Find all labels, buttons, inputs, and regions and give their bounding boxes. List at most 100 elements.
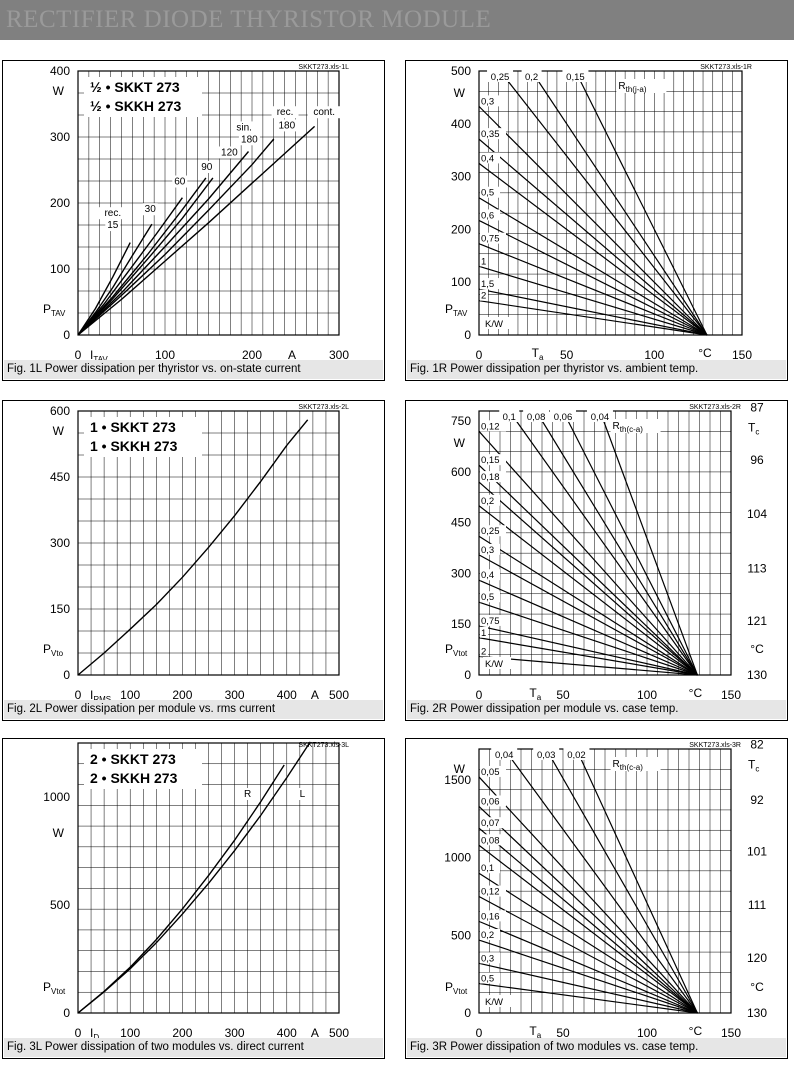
y-symbol-bg xyxy=(42,979,76,997)
series-line xyxy=(77,177,207,336)
legend-entry: ½ • SKKH 273 xyxy=(90,98,181,114)
rth-label: 0,06 xyxy=(554,412,573,423)
series-line xyxy=(77,223,153,336)
rth-label-bg xyxy=(480,543,500,555)
rth-symbol: Rth(c-a) xyxy=(613,421,644,434)
y-tick-label: 100 xyxy=(50,262,70,276)
rth-line xyxy=(478,920,698,1014)
x-tick-label: 200 xyxy=(172,688,192,701)
tc-axis-symbol: Tc xyxy=(748,757,759,773)
rth-label-bg xyxy=(480,910,506,922)
rth-label-bg xyxy=(480,95,500,107)
rth-line xyxy=(478,464,698,676)
y-unit-label: W xyxy=(53,424,65,438)
rth-line xyxy=(478,939,698,1014)
rth-line xyxy=(478,505,698,676)
curve-label: 15 xyxy=(107,220,119,231)
caption-fig1r: Fig. 1R Power dissipation per thyristor … xyxy=(407,360,786,379)
y-tick-label: 0 xyxy=(63,668,70,682)
legend-entry: 1 • SKKT 273 xyxy=(90,419,176,435)
y-symbol-bg xyxy=(42,641,76,659)
rth-symbol-bg xyxy=(616,79,667,93)
curve-label: 180 xyxy=(278,120,295,131)
rth-line xyxy=(478,535,698,676)
plot-frame xyxy=(478,70,743,336)
x-tick-label: 400 xyxy=(277,688,297,701)
file-tag: SKKT273.xls-1R xyxy=(700,64,752,71)
curve-label-bg xyxy=(172,175,188,188)
x-tick-label: 150 xyxy=(732,348,752,361)
y-symbol-bg xyxy=(42,301,76,319)
tc-tick-label: 111 xyxy=(748,898,767,912)
x-axis-symbol: ITAV xyxy=(90,348,108,361)
rth-label-bg xyxy=(480,494,500,506)
x-axis-symbol: Ta xyxy=(532,346,544,361)
chart-panel-fig3r: SKKT273.xls-3R 0,02 0,03 0,04 0,05 0,06 0,07 0,… xyxy=(405,738,788,1059)
series-line xyxy=(77,242,131,336)
rth-line xyxy=(535,410,698,676)
tc-tick-label: 101 xyxy=(747,844,767,858)
rth-label: 2 xyxy=(481,291,486,302)
curve-label: rec. xyxy=(104,208,121,219)
series-line xyxy=(77,764,285,1014)
tc-tick-label: 130 xyxy=(747,1006,767,1020)
rth-label-bg xyxy=(480,454,506,466)
rth-label: 0,02 xyxy=(567,750,586,761)
rth-label-bg xyxy=(480,645,488,657)
curve-label: 30 xyxy=(145,204,157,215)
y-unit-label: W xyxy=(53,826,65,840)
rth-label: 0,2 xyxy=(481,930,494,941)
y-tick-label: 400 xyxy=(451,117,471,131)
caption-fig2r: Fig. 2R Power dissipation per module vs.… xyxy=(407,700,786,719)
rth-label: 0,15 xyxy=(566,72,585,83)
curve-label: 90 xyxy=(201,162,213,173)
y-tick-label: 0 xyxy=(63,1006,70,1020)
rth-label: 0,18 xyxy=(481,472,500,483)
rth-label: 0,1 xyxy=(503,412,516,423)
x-tick-label: 300 xyxy=(225,688,245,701)
rth-label-bg xyxy=(480,614,506,626)
x-tick-label: 150 xyxy=(721,1026,741,1039)
curve-label-bg xyxy=(105,219,121,232)
rth-label: 0,06 xyxy=(481,796,500,807)
curve-label: 60 xyxy=(174,177,186,188)
y-axis-symbol: PTAV xyxy=(445,302,468,318)
rth-label: 0,4 xyxy=(481,153,494,164)
rth-label-bg xyxy=(480,525,506,537)
rth-line xyxy=(545,748,698,1014)
chart-fig2l: SKKT273.xls-2L 1 • SKKT 273 1 • SKKH 273 0 1… xyxy=(42,404,349,701)
x-tick-label: 500 xyxy=(329,1026,349,1039)
series-line xyxy=(77,177,214,336)
rth-line xyxy=(478,827,698,1014)
tc-tick-label: 113 xyxy=(747,561,766,575)
x-tick-label: 0 xyxy=(75,1026,82,1039)
rth-label-bg xyxy=(480,186,500,198)
y-unit-label: W xyxy=(454,762,466,776)
rth-line xyxy=(478,430,698,676)
rth-label-bg xyxy=(480,128,506,140)
x-tick-label: 50 xyxy=(556,688,570,701)
x-tick-label: 300 xyxy=(225,1026,245,1039)
x-unit-label: °C xyxy=(689,686,703,700)
chart-panel-fig2l: SKKT273.xls-2L 1 • SKKT 273 1 • SKKH 273 0 1… xyxy=(2,400,385,721)
rth-line xyxy=(574,70,708,336)
series-line xyxy=(77,138,275,336)
rth-unit-label: K/W xyxy=(485,659,503,670)
rth-line xyxy=(508,410,698,676)
x-axis-symbol: IRMS xyxy=(90,688,111,701)
rth-label: 0,25 xyxy=(491,72,510,83)
rth-label: 0,3 xyxy=(481,96,494,107)
rth-label-bg xyxy=(480,929,500,941)
y-tick-label: 1000 xyxy=(444,851,471,865)
rth-label-bg xyxy=(480,885,506,897)
legend-box xyxy=(84,417,202,457)
x-tick-label: 50 xyxy=(556,1026,570,1039)
page-header-bar: RECTIFIER DIODE THYRISTOR MODULE xyxy=(0,0,794,40)
y-axis-symbol: PVtot xyxy=(43,980,66,996)
rth-label: 0,12 xyxy=(481,421,500,432)
x-tick-label: 50 xyxy=(560,348,574,361)
rth-line xyxy=(478,554,698,676)
rth-label: 0,05 xyxy=(481,767,500,778)
rth-label: 0,12 xyxy=(481,887,500,898)
rth-label: 0,5 xyxy=(481,973,494,984)
